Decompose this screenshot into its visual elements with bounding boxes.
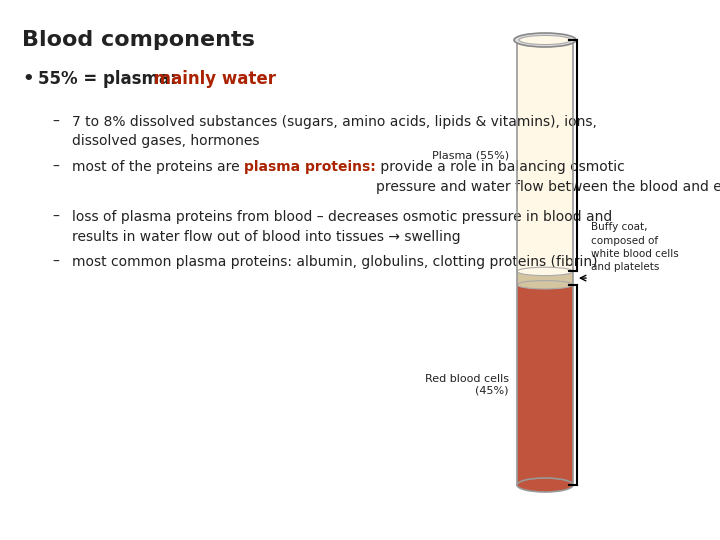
Text: Plasma (55%): Plasma (55%) xyxy=(432,151,509,161)
Text: Red blood cells
(45%): Red blood cells (45%) xyxy=(425,374,509,396)
Text: –: – xyxy=(52,160,59,174)
Ellipse shape xyxy=(517,267,573,275)
Text: plasma proteins:: plasma proteins: xyxy=(244,160,376,174)
Text: –: – xyxy=(52,115,59,129)
Text: provide a role in balancing osmotic
pressure and water flow between the blood an: provide a role in balancing osmotic pres… xyxy=(376,160,720,193)
Text: –: – xyxy=(52,210,59,224)
Ellipse shape xyxy=(514,33,576,47)
Bar xyxy=(517,40,573,485)
Text: –: – xyxy=(52,255,59,269)
Text: loss of plasma proteins from blood – decreases osmotic pressure in blood and
res: loss of plasma proteins from blood – dec… xyxy=(72,210,612,244)
Bar xyxy=(517,40,573,272)
Ellipse shape xyxy=(519,36,571,45)
Text: 55% = plasma:: 55% = plasma: xyxy=(38,70,176,88)
Text: Buffy coat,
composed of
white blood cells
and platelets: Buffy coat, composed of white blood cell… xyxy=(591,222,679,272)
Bar xyxy=(517,285,573,485)
Text: Blood components: Blood components xyxy=(22,30,255,50)
Text: most common plasma proteins: albumin, globulins, clotting proteins (fibrin): most common plasma proteins: albumin, gl… xyxy=(72,255,598,269)
Text: 7 to 8% dissolved substances (sugars, amino acids, lipids & vitamins), ions,
dis: 7 to 8% dissolved substances (sugars, am… xyxy=(72,115,597,148)
Bar xyxy=(517,272,573,285)
Text: •: • xyxy=(22,70,34,88)
Text: mainly water: mainly water xyxy=(148,70,276,88)
Ellipse shape xyxy=(517,281,573,289)
Text: most of the proteins are: most of the proteins are xyxy=(72,160,244,174)
Ellipse shape xyxy=(517,478,573,492)
